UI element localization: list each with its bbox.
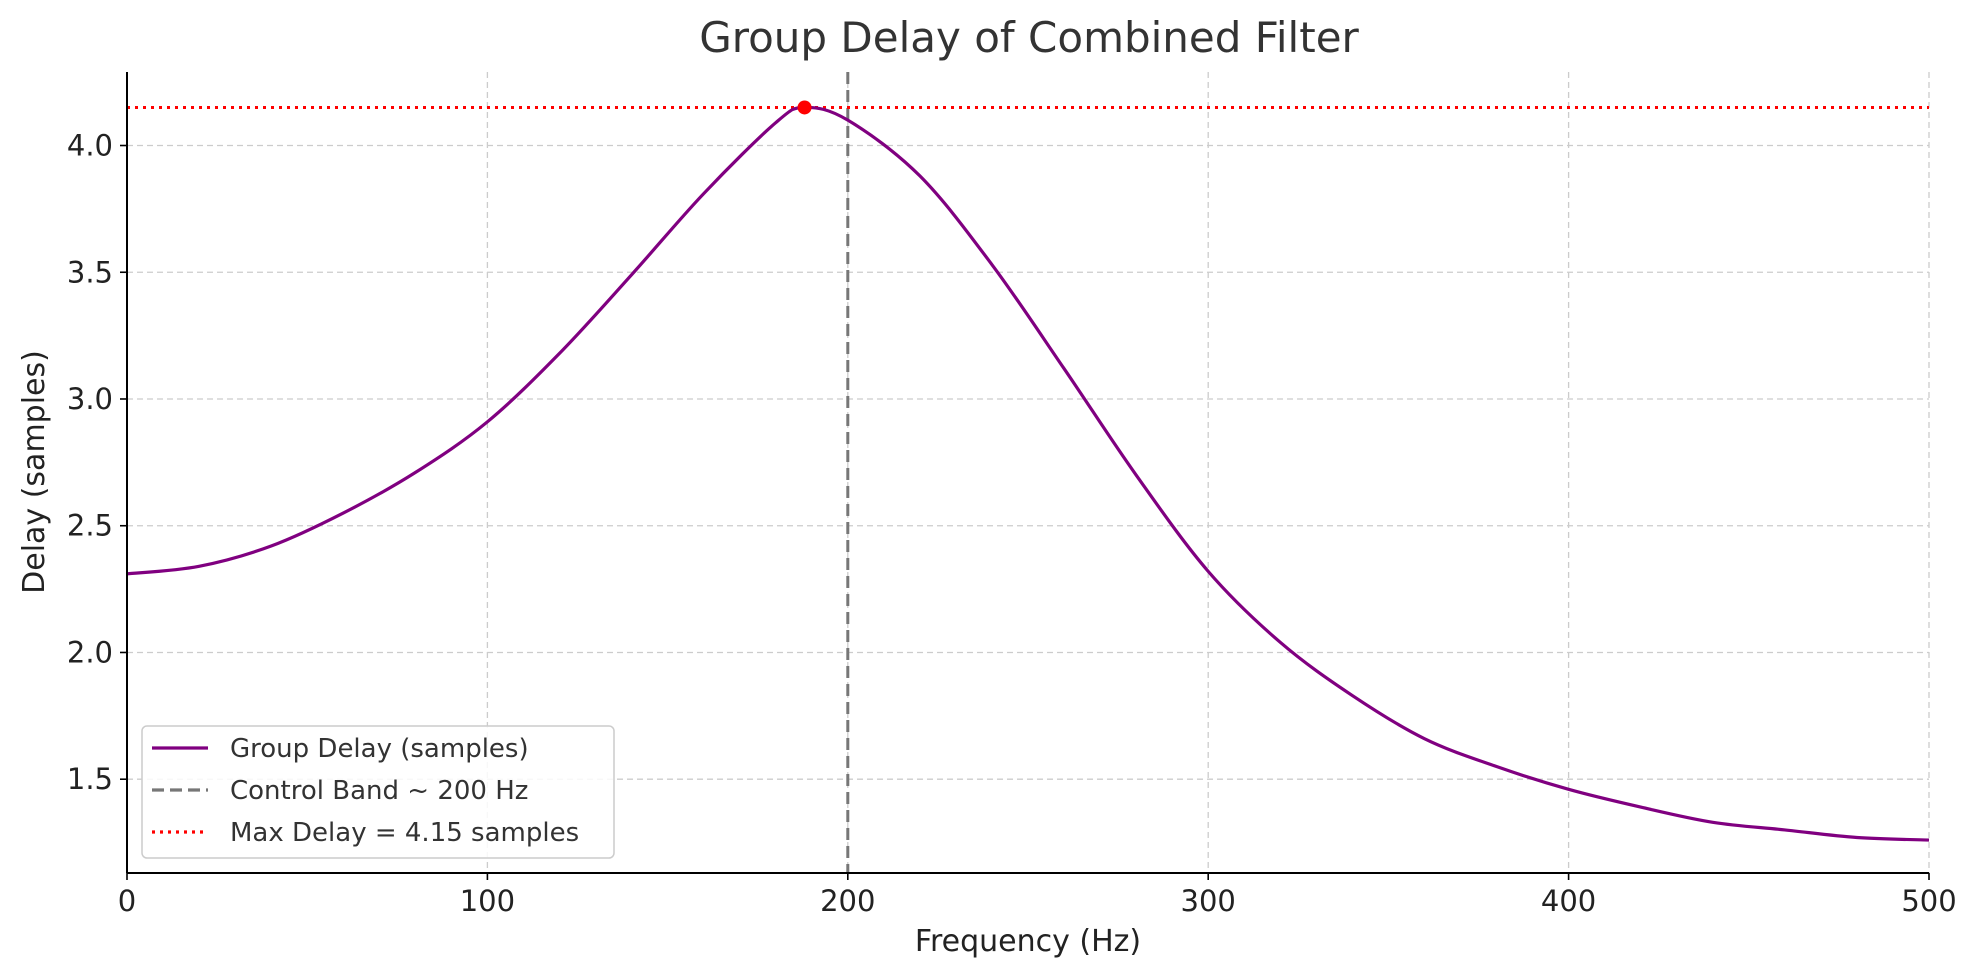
chart-title: Group Delay of Combined Filter xyxy=(699,13,1359,62)
group-delay-line xyxy=(126,105,1930,842)
x-tick-label-3: 300 xyxy=(1181,884,1236,918)
x-tick-label-5: 500 xyxy=(1901,884,1956,918)
y-tick-label-2: 2.5 xyxy=(67,509,113,543)
legend-entry-group-delay-label: Group Delay (samples) xyxy=(230,734,529,764)
axis-ticks: 0 100 200 300 400 500 1.5 2.0 2.5 3.0 3.5 4.0 xyxy=(67,129,1957,918)
x-tick-label-2: 200 xyxy=(820,884,875,918)
legend-entry-control-band-label: Control Band ~ 200 Hz xyxy=(230,776,528,806)
reference-lines xyxy=(127,72,1929,873)
y-tick-label-4: 3.5 xyxy=(67,255,113,289)
legend-entry-max-delay-label: Max Delay = 4.15 samples xyxy=(230,818,579,848)
legend: Group Delay (samples) Control Band ~ 200 … xyxy=(141,725,615,859)
markers-layer xyxy=(797,100,812,115)
max-delay-marker xyxy=(797,100,812,115)
y-axis-label: Delay (samples) xyxy=(17,350,52,594)
x-tick-label-1: 100 xyxy=(460,884,515,918)
x-tick-label-4: 400 xyxy=(1541,884,1596,918)
x-tick-label-0: 0 xyxy=(118,884,136,918)
y-tick-label-1: 2.0 xyxy=(67,635,113,669)
y-tick-label-0: 1.5 xyxy=(67,762,113,796)
legend-box xyxy=(141,725,615,859)
series-layer xyxy=(126,105,1930,842)
y-tick-label-3: 3.0 xyxy=(67,382,113,416)
x-axis-label: Frequency (Hz) xyxy=(915,924,1141,959)
y-tick-label-5: 4.0 xyxy=(67,129,113,163)
